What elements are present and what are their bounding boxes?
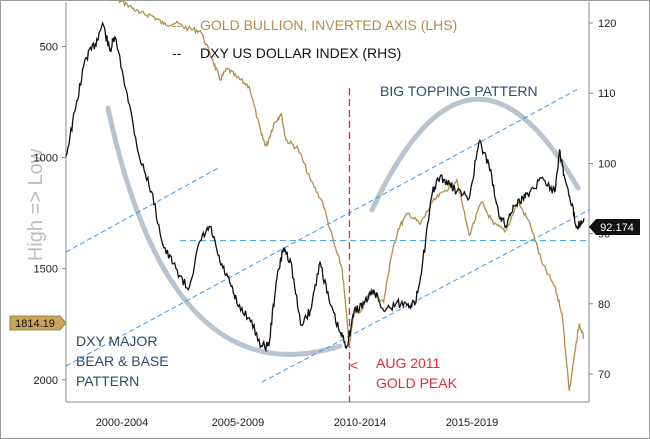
gold-peak-label-line2: GOLD PEAK: [376, 375, 458, 391]
left-tick-label: 1500: [34, 264, 58, 276]
base-pattern-label-line1: DXY MAJOR: [76, 333, 157, 349]
dxy-last-value-badge: 92.174: [589, 219, 640, 235]
left-axis-ticks: 500 1000 1500 2000: [34, 41, 66, 387]
x-tick-label: 2005-2009: [212, 417, 265, 429]
left-tick-label: 2000: [34, 375, 58, 387]
base-pattern-label-line3: PATTERN: [76, 373, 139, 389]
x-tick-label: 2010-2014: [334, 417, 387, 429]
legend-gold-label: GOLD BULLION, INVERTED AXIS (LHS): [200, 17, 457, 33]
right-tick-label: 120: [598, 18, 616, 30]
legend-dxy-marker: --: [172, 45, 182, 61]
dxy-series-line: [65, 21, 585, 353]
topping-pattern-arc: [369, 96, 581, 213]
topping-pattern-label: BIG TOPPING PATTERN: [380, 83, 538, 99]
upper-trend-channel-line: [65, 87, 581, 367]
legend-dxy-label: DXY US DOLLAR INDEX (RHS): [200, 45, 401, 61]
right-tick-label: 70: [598, 369, 610, 381]
right-tick-label: 100: [598, 158, 616, 170]
gold-last-value: 1814.19: [15, 318, 55, 330]
left-axis-label: High => Low: [25, 148, 47, 261]
base-pattern-label-line2: BEAR & BASE: [76, 353, 169, 369]
left-tick-label: 1000: [34, 153, 58, 165]
early-trend-line: [65, 166, 221, 253]
gold-peak-label-line1: AUG 2011: [376, 355, 441, 371]
gold-peak-arrow: <: [350, 357, 358, 373]
x-tick-label: 2015-2019: [446, 417, 499, 429]
left-tick-label: 500: [40, 41, 58, 53]
right-tick-label: 80: [598, 299, 610, 311]
gold-series-line: [75, 0, 585, 391]
legend-gold-marker: --: [172, 17, 182, 33]
base-pattern-arc: [105, 105, 343, 357]
gold-last-value-badge: 1814.19: [9, 315, 67, 331]
x-tick-label: 2000-2004: [96, 417, 149, 429]
right-tick-label: 110: [598, 88, 616, 100]
dxy-last-value: 92.174: [600, 222, 634, 234]
